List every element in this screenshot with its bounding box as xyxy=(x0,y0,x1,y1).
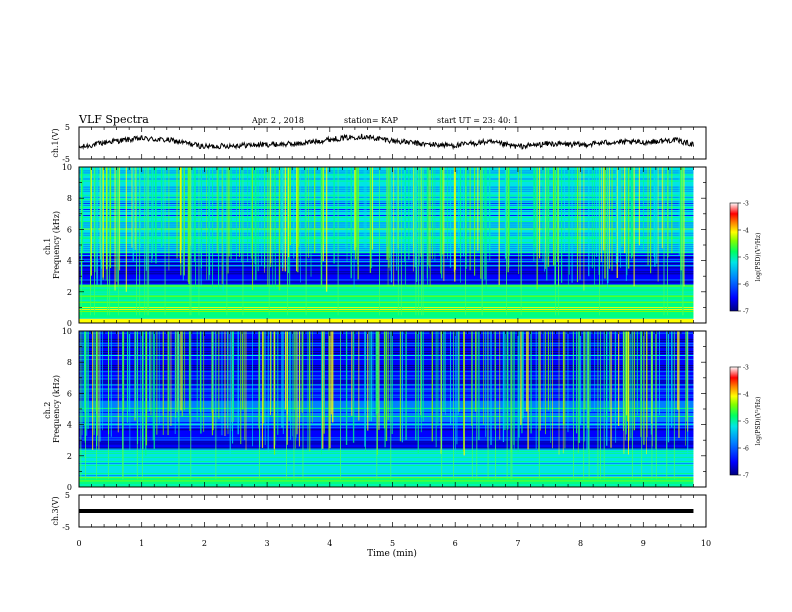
ch3-waveform-x-ticks xyxy=(78,495,707,527)
start-time-label: start UT = 23: 40: 1 xyxy=(437,116,518,125)
ch3-ytick-top: 5 xyxy=(65,491,70,500)
colorbar-tick-label: -7 xyxy=(743,309,749,316)
colorbar-tick-label: -6 xyxy=(743,446,749,453)
x-tick-label: 2 xyxy=(202,539,207,548)
ch1-waveform-panel: 5 -5 ch.1(V) xyxy=(51,123,707,164)
spectrogram-band xyxy=(79,304,694,314)
spectrogram-ytick-label: 8 xyxy=(67,358,72,367)
ch3-ytick-bottom: -5 xyxy=(62,523,70,532)
ch2-spectrogram-ticks xyxy=(78,330,707,488)
station-label: station= KAP xyxy=(344,116,399,125)
x-tick-label: 0 xyxy=(76,539,81,548)
ch1-spectrogram-ticks xyxy=(78,166,707,324)
spectrogram-ytick-label: 0 xyxy=(67,319,72,328)
x-tick-label: 9 xyxy=(641,539,646,548)
ch1-channel-label: ch.1 xyxy=(43,238,52,255)
colorbar-tick-label: -3 xyxy=(743,365,749,372)
figure-title: VLF Spectra xyxy=(78,113,149,126)
ch2-spectrogram-ylabel: ch.2 Frequency (kHz) xyxy=(43,375,61,443)
ch1-frequency-label: Frequency (kHz) xyxy=(52,211,61,279)
spectrogram-ytick-label: 10 xyxy=(62,163,72,172)
ch3-waveform-ylabel: ch.3(V) xyxy=(51,496,60,525)
x-tick-label: 10 xyxy=(701,539,711,548)
x-axis-label: Time (min) xyxy=(367,548,417,559)
spectrogram-ytick-label: 10 xyxy=(62,327,72,336)
x-tick-label: 8 xyxy=(578,539,583,548)
ch1-waveform-x-ticks xyxy=(78,127,707,159)
x-tick-label: 1 xyxy=(139,539,144,548)
ch2-colorbar-ticks: -3 -4 -5 -6 -7 xyxy=(738,365,749,480)
ch1-colorbar xyxy=(729,202,739,312)
ch1-waveform-ylabel: ch.1(V) xyxy=(51,128,60,157)
ch1-spectrogram-image xyxy=(79,167,694,324)
x-tick-label: 7 xyxy=(515,539,520,548)
colorbar-tick-label: -4 xyxy=(743,228,749,235)
ch2-spectrogram-image xyxy=(78,330,694,488)
date-label: Apr. 2 , 2018 xyxy=(251,116,304,125)
ch2-colorbar-label: log(PSD)(V²/Hz) xyxy=(755,397,762,446)
x-tick-label: 6 xyxy=(453,539,458,548)
x-tick-label: 4 xyxy=(327,539,332,548)
x-tick-label: 5 xyxy=(390,539,395,548)
ch2-spectrogram-ytick-labels: 0 2 4 6 8 10 xyxy=(62,327,72,492)
ch2-channel-label: ch.2 xyxy=(43,402,52,419)
ch3-waveform-panel: 5 -5 ch.3(V) xyxy=(51,491,707,532)
spectrogram-ytick-label: 6 xyxy=(67,225,72,234)
spectrogram-ytick-label: 6 xyxy=(67,389,72,398)
colorbar-tick-label: -3 xyxy=(743,201,749,208)
spectrogram-ytick-label: 0 xyxy=(67,483,72,492)
ch2-colorbar xyxy=(729,366,739,476)
colorbar-tick-label: -6 xyxy=(743,282,749,289)
ch1-spectrogram-ylabel: ch.1 Frequency (kHz) xyxy=(43,211,61,279)
spectrogram-ytick-label: 2 xyxy=(67,452,72,461)
x-axis-tick-labels: 0 1 2 3 4 5 6 7 8 9 10 xyxy=(76,539,711,548)
spectrogram-ytick-label: 4 xyxy=(67,421,72,430)
ch1-ytick-bottom: -5 xyxy=(62,155,70,164)
spectrogram-ytick-label: 2 xyxy=(67,288,72,297)
spectrogram-ytick-label: 4 xyxy=(67,257,72,266)
x-tick-label: 3 xyxy=(265,539,270,548)
ch1-spectrogram-ytick-labels: 0 2 4 6 8 10 xyxy=(62,163,72,328)
spectrogram-ytick-label: 8 xyxy=(67,194,72,203)
ch1-colorbar-ticks: -3 -4 -5 -6 -7 xyxy=(738,201,749,316)
ch1-colorbar-label: log(PSD)(V²/Hz) xyxy=(755,233,762,282)
ch2-frequency-label: Frequency (kHz) xyxy=(52,375,61,443)
colorbar-tick-label: -7 xyxy=(743,473,749,480)
spectrogram-band xyxy=(79,477,694,487)
colorbar-tick-label: -5 xyxy=(743,255,749,262)
colorbar-tick-label: -4 xyxy=(743,392,749,399)
colorbar-tick-label: -5 xyxy=(743,419,749,426)
ch1-waveform-series xyxy=(79,133,694,151)
ch1-ytick-top: 5 xyxy=(65,123,70,132)
